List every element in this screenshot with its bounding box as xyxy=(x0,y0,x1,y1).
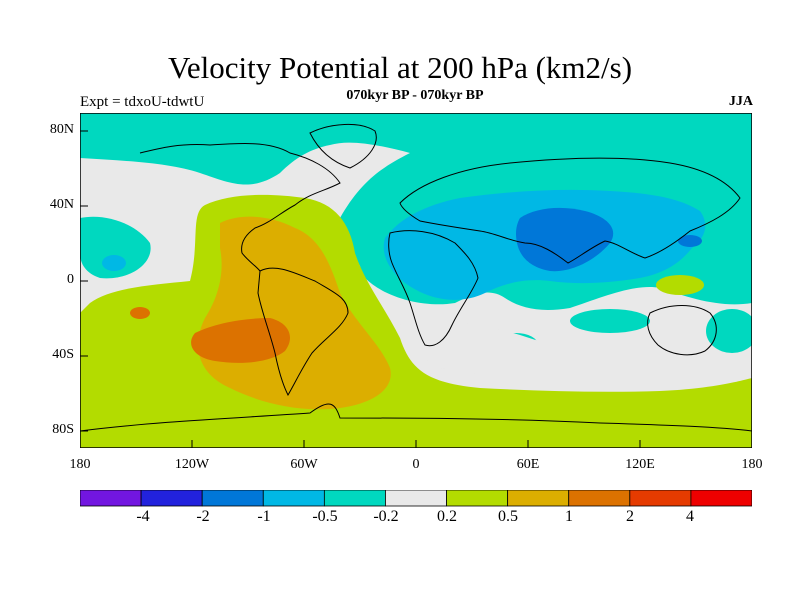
y-tick-label: 40N xyxy=(49,197,74,212)
contour-blue-asia xyxy=(516,207,614,272)
y-tick-label: 40S xyxy=(52,347,74,362)
colorbar-swatch xyxy=(323,490,386,507)
x-tick-label: 180 xyxy=(741,457,763,472)
contour-teal-southwest-pacific xyxy=(706,309,752,353)
x-tick-label: 60E xyxy=(516,457,540,472)
colorbar-swatch xyxy=(568,490,631,507)
coastline-eurasia xyxy=(399,157,741,264)
world-map xyxy=(80,113,752,448)
colorbar-label: 1 xyxy=(565,508,573,525)
colorbar-swatch xyxy=(446,490,509,507)
colorbar-label: -2 xyxy=(196,508,210,525)
colorbar-swatch xyxy=(629,490,692,507)
colorbar-label: -0.2 xyxy=(373,508,399,525)
colorbar-swatch xyxy=(80,490,142,507)
coastline-australia xyxy=(647,305,717,356)
contour-green-maritime xyxy=(656,275,704,295)
contour-blue-pacific-west xyxy=(678,235,702,247)
colorbar-swatch xyxy=(201,490,264,507)
x-tick-label: 60W xyxy=(290,457,318,472)
colorbar-label: 2 xyxy=(626,508,634,525)
map-title: Velocity Potential at 200 hPa (km2/s) xyxy=(167,50,633,85)
contour-fill xyxy=(80,113,752,448)
colorbar-swatch xyxy=(385,490,447,507)
contour-teal-pacific xyxy=(80,216,151,279)
colorbar-label: 0.2 xyxy=(437,508,457,525)
coastline-south-america xyxy=(257,267,349,397)
x-tick-label: 0 xyxy=(412,457,420,472)
map-ticks xyxy=(80,130,641,448)
x-tick-label: 180 xyxy=(69,457,91,472)
colorbar-swatch xyxy=(507,490,570,507)
colorbar-swatch xyxy=(262,490,325,507)
colorbar-label: -4 xyxy=(136,508,150,525)
colorbar xyxy=(80,490,752,507)
y-tick-label: 0 xyxy=(67,272,74,287)
colorbar-swatch xyxy=(140,490,203,507)
contour-teal-indian-ocean xyxy=(570,309,650,333)
colorbar-label: 0.5 xyxy=(498,508,518,525)
season-label: JJA xyxy=(728,94,753,109)
coastline-greenland xyxy=(309,123,377,169)
contour-darkorange-southwest xyxy=(130,307,150,319)
y-tick-label: 80N xyxy=(49,122,74,137)
coastline-antarctica xyxy=(80,403,752,432)
map-subtitle: 070kyr BP - 070kyr BP xyxy=(346,88,484,103)
x-tick-label: 120W xyxy=(174,457,210,472)
contour-darkorange-south-pacific xyxy=(191,318,290,363)
y-tick-label: 80S xyxy=(52,422,74,437)
coastline-north-america xyxy=(139,142,341,272)
coastline-africa xyxy=(388,230,479,347)
contour-cyan-pacific xyxy=(102,255,126,271)
experiment-label: Expt = tdxoU-tdwtU xyxy=(80,94,205,110)
colorbar-label: -1 xyxy=(257,508,271,525)
colorbar-label: 4 xyxy=(686,508,694,525)
x-tick-label: 120E xyxy=(625,457,655,472)
colorbar-label: -0.5 xyxy=(312,508,338,525)
coastlines xyxy=(80,123,752,432)
colorbar-swatch xyxy=(690,490,752,507)
contour-neutral-south-strip xyxy=(400,321,752,385)
